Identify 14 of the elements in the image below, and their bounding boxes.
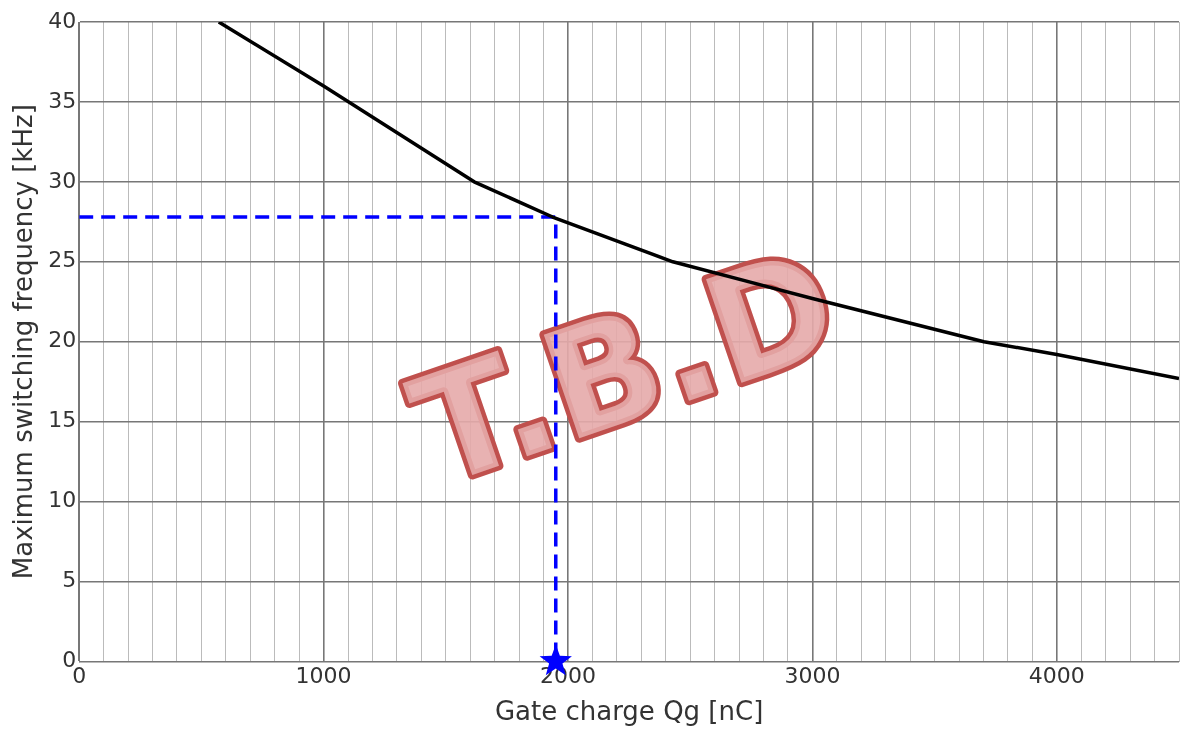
y-tick-label: 35 [48,87,77,113]
y-tick-label: 5 [62,567,77,593]
x-tick-label: 1000 [295,663,352,689]
x-axis-title: Gate charge Qg [nC] [494,696,764,727]
y-axis-title: Maximum switching frequency [kHz] [8,104,39,580]
y-tick-label: 40 [48,7,77,33]
y-tick-label: 20 [48,327,77,353]
annotation: T.B.D [392,215,858,521]
y-tick-label: 10 [48,487,77,513]
y-tick-label: 15 [48,407,77,433]
x-tick-label: 4000 [1028,663,1085,689]
y-tick-label: 30 [48,167,77,193]
x-tick-label: 3000 [784,663,841,689]
y-tick-label: 25 [48,247,77,273]
